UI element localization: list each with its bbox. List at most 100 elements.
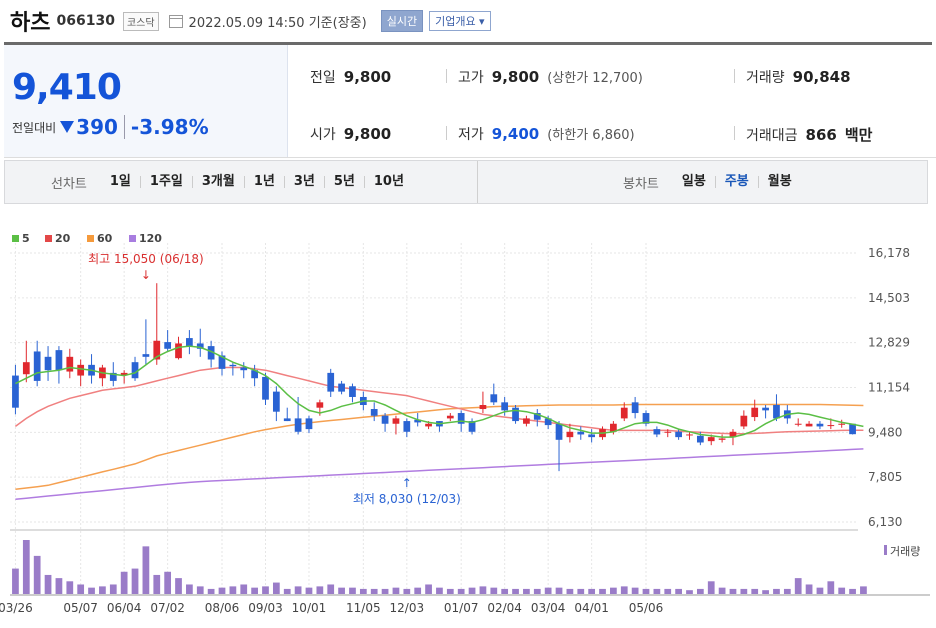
volume-bar xyxy=(523,588,530,594)
candle-body xyxy=(523,418,530,424)
legend-label: 120 xyxy=(139,232,162,245)
volume-bar xyxy=(816,587,824,594)
volume-bar xyxy=(196,586,204,594)
volume-bar xyxy=(501,588,509,594)
volume-bar xyxy=(707,581,715,594)
stock-code: 066130 xyxy=(56,13,115,29)
volume-bar xyxy=(66,581,74,594)
period-10y[interactable]: 10년 xyxy=(363,175,413,188)
ma60-line xyxy=(15,403,864,491)
volume-bar xyxy=(251,587,258,594)
x-tick-label: 06/04 xyxy=(107,601,142,615)
period-3y[interactable]: 3년 xyxy=(283,175,324,188)
x-tick-label: 04/01 xyxy=(574,601,609,615)
volume-bar xyxy=(805,584,813,594)
volume-legend-label: 거래량 xyxy=(890,545,920,558)
volume-bar xyxy=(849,588,856,594)
high-annotation: 최고 15,050 (06/18) xyxy=(88,252,204,266)
period-3m[interactable]: 3개월 xyxy=(191,175,244,188)
volume-bar xyxy=(436,587,443,594)
candle-body xyxy=(762,407,769,411)
y-tick-label: 7,805 xyxy=(868,470,902,484)
candle-body xyxy=(805,423,813,427)
period-1y[interactable]: 1년 xyxy=(243,175,284,188)
candle-body xyxy=(588,434,596,438)
stat-value: 90,848 xyxy=(792,68,851,86)
candle-body xyxy=(251,370,258,379)
company-info-button[interactable]: 기업개요 ▾ xyxy=(429,11,491,31)
candle-body xyxy=(164,342,172,349)
realtime-button[interactable]: 실시간 xyxy=(380,10,424,32)
header-divider xyxy=(4,42,932,45)
volume-bar xyxy=(392,587,400,594)
volume-bar xyxy=(664,588,672,594)
volume-bar xyxy=(425,584,432,594)
stat-prev-close: 전일 9,800 xyxy=(310,67,391,87)
candle-body xyxy=(740,415,748,427)
volume-bar xyxy=(620,586,628,594)
legend-swatch xyxy=(12,235,19,242)
candle-body xyxy=(327,372,335,392)
stock-header: 하츠 066130 코스닥 2022.05.09 14:50 기준(장중) 실시… xyxy=(10,6,491,36)
candle-body xyxy=(131,362,139,379)
candle-body xyxy=(751,407,759,418)
stat-unit: 백만 xyxy=(844,126,873,144)
volume-bar xyxy=(533,588,541,594)
volume-bar xyxy=(566,588,574,594)
line-chart-label: 선차트 xyxy=(51,176,87,192)
current-price: 9,410 xyxy=(12,67,122,108)
volume-bar xyxy=(696,588,704,594)
volume-bar xyxy=(762,590,769,594)
volume-bar xyxy=(164,571,172,594)
volume-bar xyxy=(294,586,302,594)
candle-body xyxy=(283,418,291,422)
candle-body xyxy=(77,364,85,376)
candle-body xyxy=(533,413,541,420)
volume-bar xyxy=(479,586,487,594)
volume-bar xyxy=(381,588,389,594)
candle-body xyxy=(653,429,661,435)
x-tick-label: 03/04 xyxy=(531,601,566,615)
stat-trade-value: 거래대금 866 백만 xyxy=(746,124,872,145)
candle-body xyxy=(22,362,30,375)
price-change: 390 xyxy=(76,115,118,139)
volume-bar xyxy=(457,588,465,594)
volume-bar xyxy=(338,587,345,594)
volume-bar xyxy=(77,584,85,594)
candle-body xyxy=(207,346,215,360)
volume-bar xyxy=(751,588,759,594)
candle-monthly[interactable]: 월봉 xyxy=(757,175,801,188)
stat-value: 9,400 xyxy=(491,125,540,143)
stat-low: 저가 9,400 (하한가 6,860) xyxy=(458,124,635,144)
y-tick-label: 12,829 xyxy=(868,336,910,350)
volume-bar xyxy=(229,586,237,594)
candle-body xyxy=(577,431,585,435)
volume-bar xyxy=(773,588,780,594)
candle-body xyxy=(446,415,454,419)
legend-swatch xyxy=(129,235,136,242)
candle-daily[interactable]: 일봉 xyxy=(681,174,706,189)
candle-body xyxy=(555,423,563,440)
candle-body xyxy=(44,356,52,371)
candle-body xyxy=(142,354,150,357)
candle-body xyxy=(381,415,389,424)
period-5y[interactable]: 5년 xyxy=(323,175,364,188)
stock-name: 하츠 xyxy=(10,11,51,36)
candle-body xyxy=(620,407,628,419)
legend-label: 60 xyxy=(97,232,113,245)
ma120-line xyxy=(15,448,864,500)
x-tick-label: 08/06 xyxy=(205,601,240,615)
stat-value: 9,800 xyxy=(343,125,392,143)
candle-body xyxy=(794,423,802,425)
period-1d[interactable]: 1일 xyxy=(109,174,131,189)
candle-weekly[interactable]: 주봉 xyxy=(714,175,758,188)
candle-body xyxy=(305,418,313,430)
chart-toolbar: 선차트 1일 1주일 3개월 1년 3년 5년 10년 봉차트 일봉 주봉 월봉 xyxy=(4,160,928,204)
candle-body xyxy=(501,402,509,411)
volume-bar xyxy=(414,587,422,594)
volume-bar xyxy=(631,587,639,594)
ma5-line xyxy=(15,345,864,438)
period-1w[interactable]: 1주일 xyxy=(139,175,192,188)
candle-body xyxy=(718,438,726,440)
